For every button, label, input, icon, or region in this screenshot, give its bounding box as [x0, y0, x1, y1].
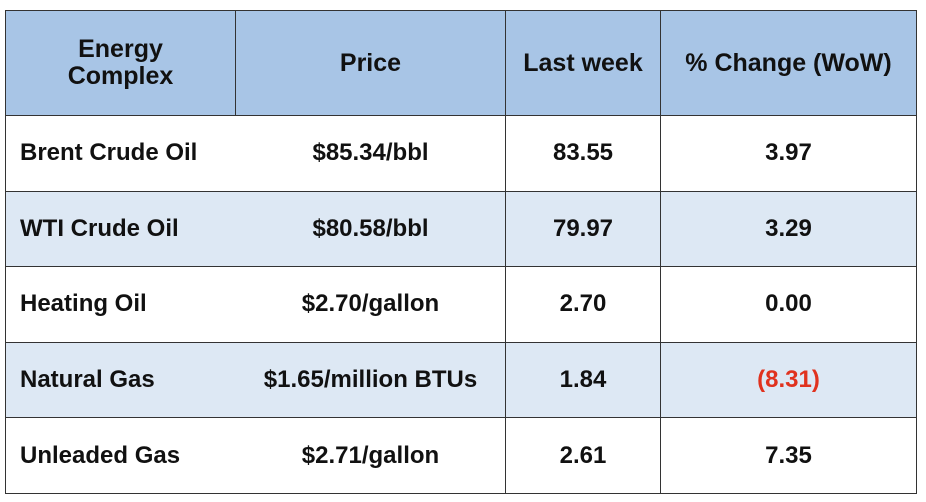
table-cell-text: $2.71/gallon [301, 441, 440, 469]
table-cell-text: Brent Crude Oil [20, 139, 198, 167]
table-cell: 0.00 [661, 267, 917, 343]
table-cell-text: Unleaded Gas [20, 441, 181, 469]
header-cell-text: % Change (WoW) [685, 48, 892, 77]
table-cell: (8.31) [661, 342, 917, 419]
table-cell: 1.84 [506, 342, 661, 419]
table-cell: 83.55 [506, 116, 661, 192]
table-cell: 7.35 [661, 418, 917, 494]
header-cell-text: Energy Complex [67, 35, 174, 90]
header-cell: Energy Complex [6, 11, 236, 116]
table-cell: $1.65/million BTUs [236, 342, 506, 419]
table-cell: $85.34/bbl [236, 116, 506, 192]
table-cell: 2.70 [506, 267, 661, 343]
header-cell-text: Price [339, 48, 402, 77]
table-cell-text: Natural Gas [20, 366, 155, 394]
table-cell: Natural Gas [6, 342, 236, 419]
table-cell: Brent Crude Oil [6, 116, 236, 192]
table-cell: $2.71/gallon [236, 418, 506, 494]
table-cell: 3.29 [661, 191, 917, 268]
table-cell-text: (8.31) [757, 366, 820, 394]
table-cell-text: $2.70/gallon [301, 290, 440, 318]
header-cell: Last week [506, 11, 661, 116]
table-cell-text: 2.61 [559, 441, 607, 469]
table-cell-text: 0.00 [765, 290, 812, 318]
table-cell: $2.70/gallon [236, 267, 506, 343]
table-cell: 3.97 [661, 116, 917, 192]
table-cell: 79.97 [506, 191, 661, 268]
table-cell-text: Heating Oil [20, 290, 147, 318]
table-cell-text: 7.35 [765, 441, 812, 469]
table-cell: Heating Oil [6, 267, 236, 343]
header-cell: % Change (WoW) [661, 11, 917, 116]
table-cell-text: 1.84 [559, 366, 607, 394]
table-cell-text: WTI Crude Oil [20, 214, 179, 242]
table-cell-text: $80.58/bbl [312, 214, 429, 242]
table-cell-text: 3.29 [765, 214, 812, 242]
table-cell-text: 2.70 [559, 290, 607, 318]
table-cell: Unleaded Gas [6, 418, 236, 494]
table-cell-text: 83.55 [552, 139, 614, 167]
energy-table: Energy Complex Price Last week % Change (Wo… [5, 10, 917, 494]
header-cell-text: Last week [523, 48, 643, 77]
table-cell-text: 79.97 [552, 214, 614, 242]
table-cell: WTI Crude Oil [6, 191, 236, 268]
table-cell: $80.58/bbl [236, 191, 506, 268]
table-cell-text: 3.97 [765, 139, 812, 167]
table-cell-text: $85.34/bbl [312, 139, 429, 167]
header-cell: Price [236, 11, 506, 116]
table-cell-text: $1.65/million BTUs [263, 366, 478, 394]
table-cell: 2.61 [506, 418, 661, 494]
